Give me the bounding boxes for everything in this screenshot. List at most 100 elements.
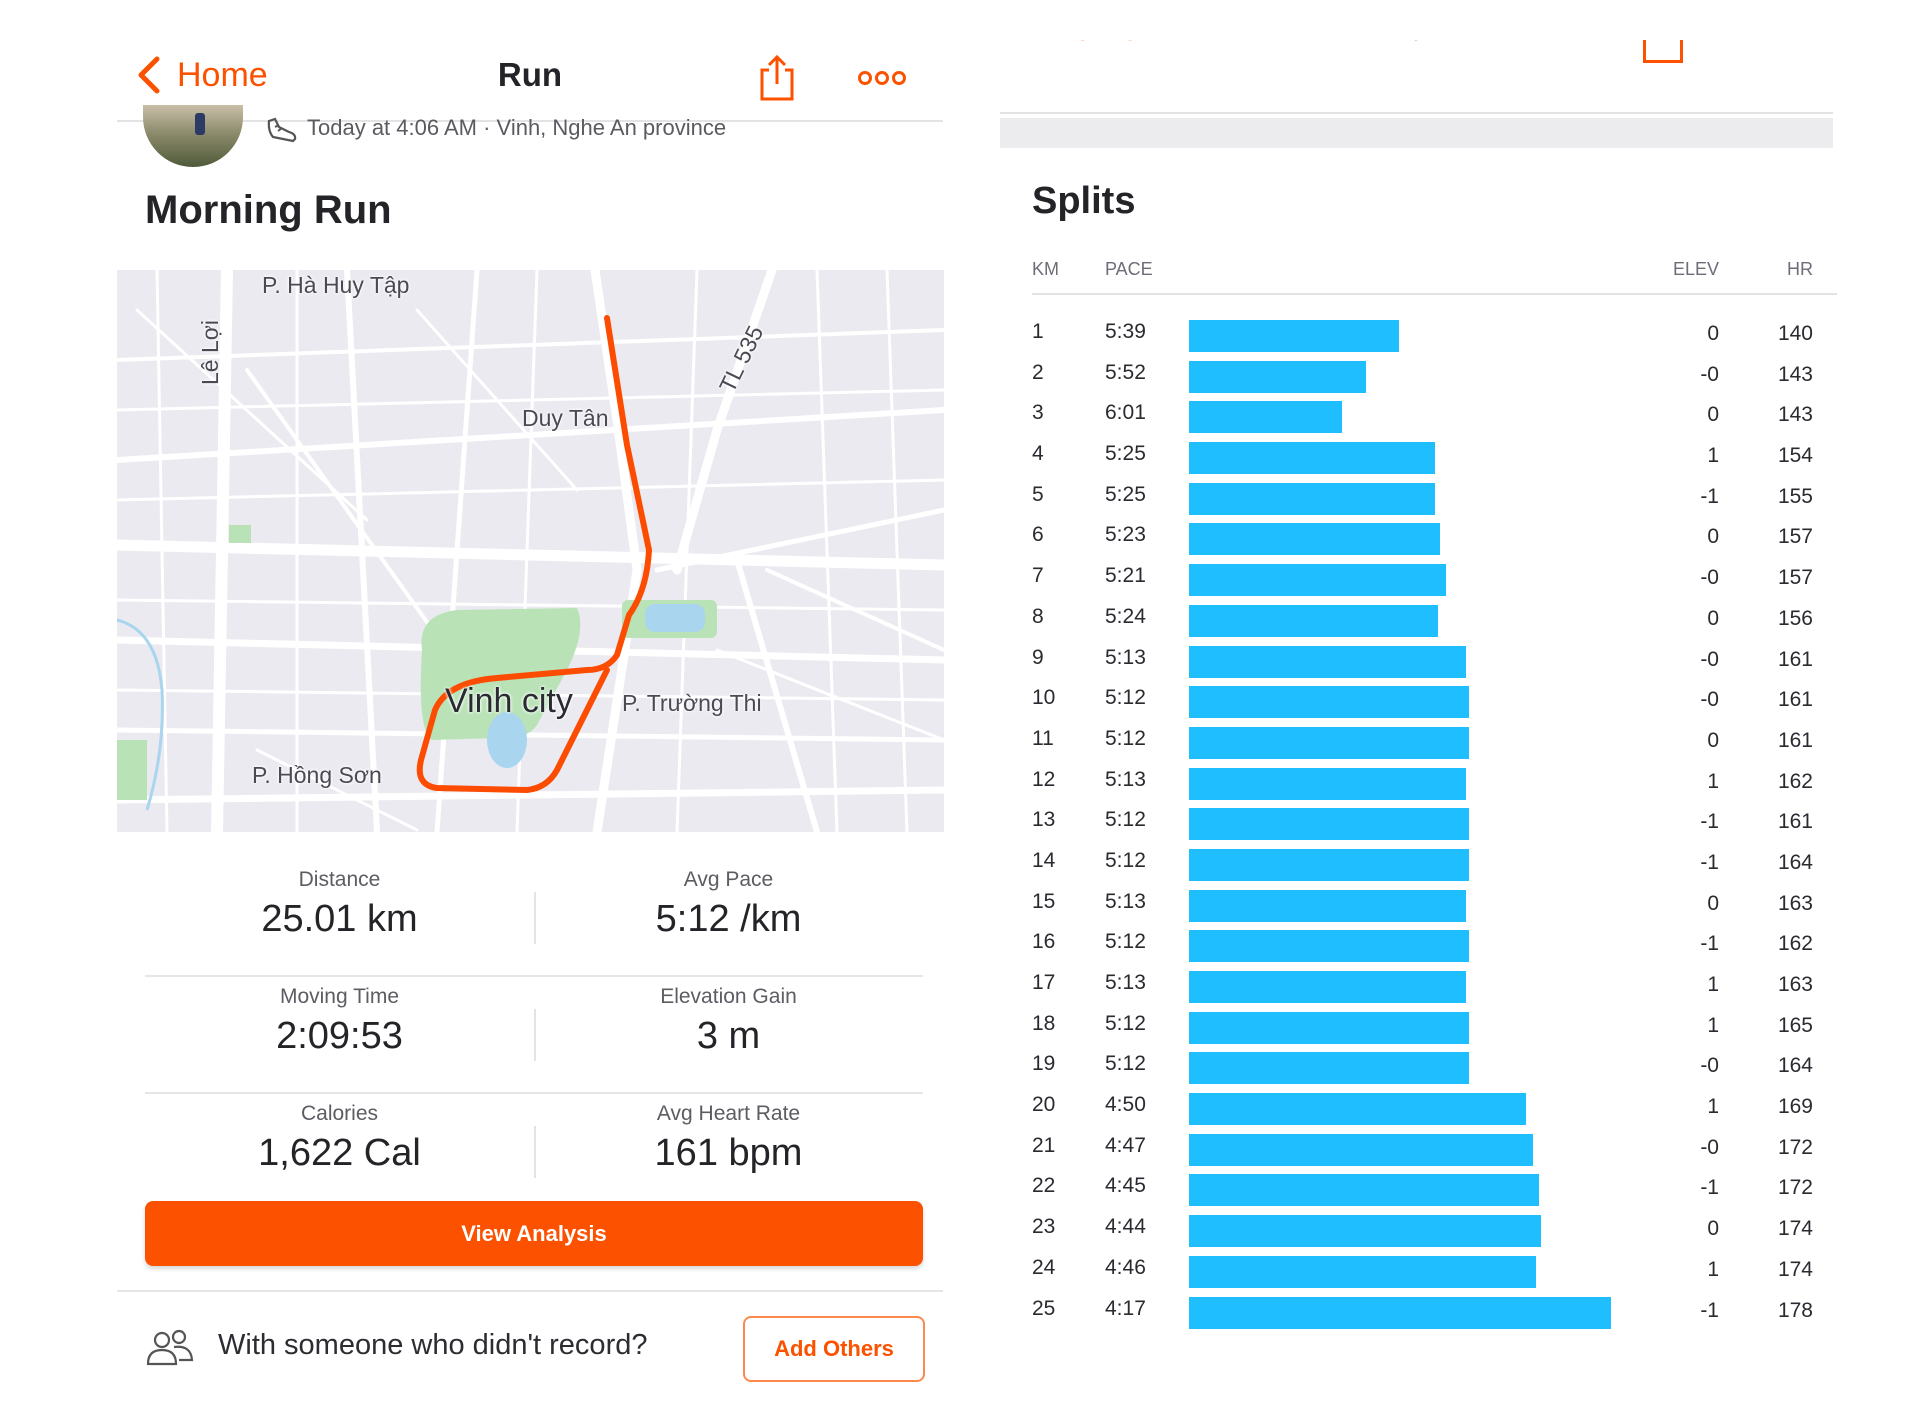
stat-label: Calories [300,1102,379,1125]
split-row[interactable]: 20 4:50 1 169 [1032,1087,1837,1128]
split-row[interactable]: 23 4:44 0 174 [1032,1209,1837,1250]
split-pace: 5:52 [1105,360,1146,384]
nav-bar: Home Run [117,40,943,122]
route-map[interactable]: P. Hà Huy Tập Lê Lợi Duy Tân TL 535 Vinh… [117,270,944,832]
split-pace: 5:39 [1105,320,1146,343]
split-pace-bar [1189,1093,1526,1126]
split-km: 7 [1032,564,1044,588]
split-elev: -1 [1700,1176,1719,1200]
split-pace-bar [1189,1215,1541,1248]
split-pace-bar [1189,889,1466,922]
splits-list: 1 5:39 0 140 2 5:52 -0 143 3 6:01 0 143 4 5:25 1 154 5 5:… [1032,314,1837,1331]
split-hr: 157 [1777,566,1813,590]
split-hr: 162 [1777,769,1813,793]
split-row[interactable]: 16 5:12 -1 162 [1032,924,1837,965]
add-others-button[interactable]: Add Others [743,1316,925,1382]
split-km: 15 [1032,889,1056,913]
split-km: 13 [1032,808,1056,832]
split-pace-bar [1189,1133,1533,1166]
split-elev: -1 [1700,810,1719,834]
split-row[interactable]: 11 5:12 0 161 [1032,721,1837,762]
split-row[interactable]: 15 5:13 0 163 [1032,884,1837,925]
split-km: 5 [1032,482,1044,506]
split-km: 6 [1032,523,1044,547]
split-pace-bar [1189,442,1435,475]
split-row[interactable]: 1 5:39 0 140 [1032,314,1837,355]
share-icon[interactable] [757,54,797,102]
split-km: 20 [1032,1093,1056,1117]
split-km: 9 [1032,645,1044,669]
split-hr: 155 [1777,484,1813,508]
split-row[interactable]: 5 5:25 -1 155 [1032,477,1837,518]
split-pace: 5:13 [1105,645,1146,669]
split-pace-bar [1189,1174,1539,1207]
split-row[interactable]: 25 4:17 -1 178 [1032,1291,1837,1332]
page-title: Run [497,56,563,93]
splits-title: Splits [1032,180,1136,222]
split-pace-bar [1189,604,1438,637]
split-elev: -0 [1700,362,1719,386]
split-row[interactable]: 19 5:12 -0 164 [1032,1046,1837,1087]
splits-nav-bar: ‹ Home Run [1000,40,1833,114]
split-row[interactable]: 10 5:12 -0 161 [1032,680,1837,721]
split-row[interactable]: 13 5:12 -1 161 [1032,802,1837,843]
split-km: 17 [1032,971,1056,994]
view-analysis-button[interactable]: View Analysis [145,1201,923,1266]
split-row[interactable]: 22 4:45 -1 172 [1032,1168,1837,1209]
split-pace: 5:12 [1105,686,1146,710]
split-pace: 5:24 [1105,604,1146,628]
splits-panel: ‹ Home Run Splits KM PACE ELEV HR 1 5:39 0… [1000,0,1920,1427]
split-row[interactable]: 12 5:13 1 162 [1032,762,1837,803]
split-elev: -0 [1700,688,1719,712]
split-pace: 6:01 [1105,401,1146,425]
header-shadow-band [1000,118,1833,148]
split-row[interactable]: 4 5:25 1 154 [1032,436,1837,477]
stat-value: 3 m [696,1015,761,1057]
split-row[interactable]: 17 5:13 1 163 [1032,965,1837,1006]
chevron-left-icon [138,56,160,94]
split-pace: 5:25 [1105,482,1146,506]
split-km: 8 [1032,604,1044,628]
avatar[interactable] [143,105,243,167]
split-pace: 4:50 [1105,1093,1146,1117]
split-km: 3 [1032,401,1044,425]
stats-row: Moving Time 2:09:53 Elevation Gain 3 m [145,977,923,1094]
split-row[interactable]: 18 5:12 1 165 [1032,1006,1837,1047]
split-km: 1 [1032,320,1044,343]
col-elev: ELEV [1672,259,1719,279]
split-hr: 178 [1777,1298,1813,1322]
split-pace-bar [1189,1296,1611,1329]
split-km: 11 [1032,726,1054,750]
split-elev: -1 [1700,932,1719,956]
map-canvas [117,270,944,832]
people-icon [146,1329,194,1366]
split-row[interactable]: 6 5:23 0 157 [1032,517,1837,558]
split-hr: 172 [1777,1176,1813,1200]
stat-label: Elevation Gain [660,985,797,1008]
split-pace-bar [1189,1052,1469,1085]
split-row[interactable]: 14 5:12 -1 164 [1032,843,1837,884]
splits-back-button[interactable]: ‹ Home [1028,40,1139,49]
split-elev: 0 [1707,1217,1719,1241]
split-pace: 5:13 [1105,971,1146,994]
map-label-duy-tan: Duy Tân [522,405,609,431]
split-hr: 162 [1777,932,1813,956]
more-options-icon[interactable] [857,66,907,90]
split-row[interactable]: 2 5:52 -0 143 [1032,355,1837,396]
split-elev: 0 [1707,891,1719,915]
split-row[interactable]: 9 5:13 -0 161 [1032,640,1837,681]
split-row[interactable]: 24 4:46 1 174 [1032,1250,1837,1291]
splits-share-icon[interactable] [1643,40,1683,63]
stat-value: 25.01 km [261,898,418,940]
back-button[interactable]: Home [135,55,268,95]
split-pace: 5:12 [1105,1052,1146,1076]
split-pace: 4:45 [1105,1174,1146,1198]
split-pace-bar [1189,930,1469,963]
col-km: KM [1032,259,1059,279]
split-km: 19 [1032,1052,1056,1076]
split-km: 16 [1032,930,1056,954]
split-row[interactable]: 21 4:47 -0 172 [1032,1128,1837,1169]
split-row[interactable]: 7 5:21 -0 157 [1032,558,1837,599]
split-row[interactable]: 3 6:01 0 143 [1032,395,1837,436]
split-row[interactable]: 8 5:24 0 156 [1032,599,1837,640]
